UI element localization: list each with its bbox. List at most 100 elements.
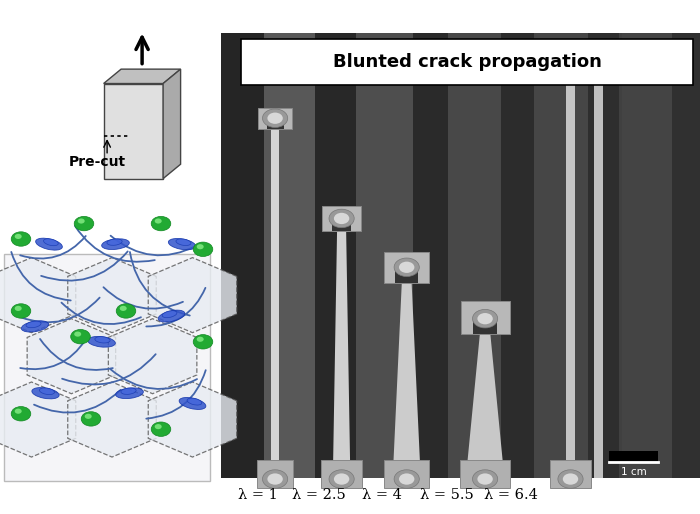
Bar [534,33,588,478]
Ellipse shape [107,239,122,245]
Circle shape [394,470,419,488]
Ellipse shape [179,397,206,410]
Ellipse shape [121,388,136,394]
Bar [384,252,429,283]
Circle shape [151,216,171,231]
Ellipse shape [187,398,202,405]
Text: Pre-cut: Pre-cut [69,155,126,169]
Circle shape [563,473,578,485]
Circle shape [155,424,162,429]
Ellipse shape [176,239,191,246]
Bar [550,460,591,488]
Circle shape [267,473,283,485]
Circle shape [81,412,101,426]
Circle shape [71,329,90,344]
Circle shape [11,304,31,318]
Circle shape [116,304,136,318]
Bar [395,266,418,283]
Polygon shape [104,83,163,179]
Ellipse shape [102,239,130,249]
Bar [500,33,534,478]
Ellipse shape [26,321,41,328]
Circle shape [197,337,204,342]
Circle shape [399,473,414,485]
Bar [448,33,500,478]
Polygon shape [566,62,575,478]
Circle shape [267,113,283,124]
Ellipse shape [95,337,110,343]
Ellipse shape [39,388,55,395]
Polygon shape [594,62,603,478]
Polygon shape [272,128,279,478]
Circle shape [78,218,85,224]
Text: λ = 4: λ = 4 [362,488,401,503]
Text: λ = 2.5: λ = 2.5 [292,488,345,503]
Bar [413,33,448,478]
Bar [321,460,362,488]
Polygon shape [148,258,237,333]
Bar [267,117,284,128]
Circle shape [262,470,288,488]
Polygon shape [0,382,76,457]
Polygon shape [108,319,197,394]
Circle shape [193,335,213,349]
Ellipse shape [32,388,59,399]
Polygon shape [163,69,181,179]
Circle shape [477,313,493,324]
Circle shape [155,218,162,224]
Bar [257,460,293,488]
Bar [264,33,315,478]
Bar [315,33,356,478]
Circle shape [334,473,349,485]
Bar [220,33,700,478]
Bar [322,206,361,231]
Text: Blunted crack propagation: Blunted crack propagation [332,52,602,71]
Circle shape [74,332,81,337]
Circle shape [477,473,493,485]
Circle shape [394,258,419,277]
Ellipse shape [116,388,144,398]
Bar [241,39,693,85]
Text: λ = 5.5: λ = 5.5 [420,488,473,503]
Circle shape [329,470,354,488]
Circle shape [151,422,171,436]
Circle shape [74,216,94,231]
Ellipse shape [169,238,195,250]
Bar [258,108,292,128]
Circle shape [15,234,22,239]
Ellipse shape [158,310,185,322]
Ellipse shape [36,238,62,250]
Polygon shape [333,231,350,478]
Circle shape [120,306,127,311]
Polygon shape [27,319,116,394]
Bar [622,33,672,478]
Polygon shape [466,334,504,478]
Circle shape [558,470,583,488]
Text: 1 cm: 1 cm [621,467,646,476]
Bar [4,254,210,481]
Bar [461,301,510,334]
Bar [672,33,700,478]
Circle shape [262,109,288,127]
Text: λ = 6.4: λ = 6.4 [484,488,538,503]
Bar [332,217,351,231]
Ellipse shape [88,337,116,347]
Circle shape [473,309,498,328]
Polygon shape [393,283,421,478]
Bar [460,460,510,488]
Circle shape [399,262,414,273]
Circle shape [15,409,22,414]
Circle shape [193,242,213,256]
Circle shape [329,209,354,228]
Circle shape [85,414,92,419]
Polygon shape [104,69,181,83]
Circle shape [197,244,204,249]
Bar [609,451,658,461]
Circle shape [11,232,31,246]
Ellipse shape [43,238,58,246]
Bar [356,33,413,478]
Bar [588,33,619,478]
Bar [220,33,264,478]
Circle shape [334,213,349,224]
Polygon shape [68,382,156,457]
